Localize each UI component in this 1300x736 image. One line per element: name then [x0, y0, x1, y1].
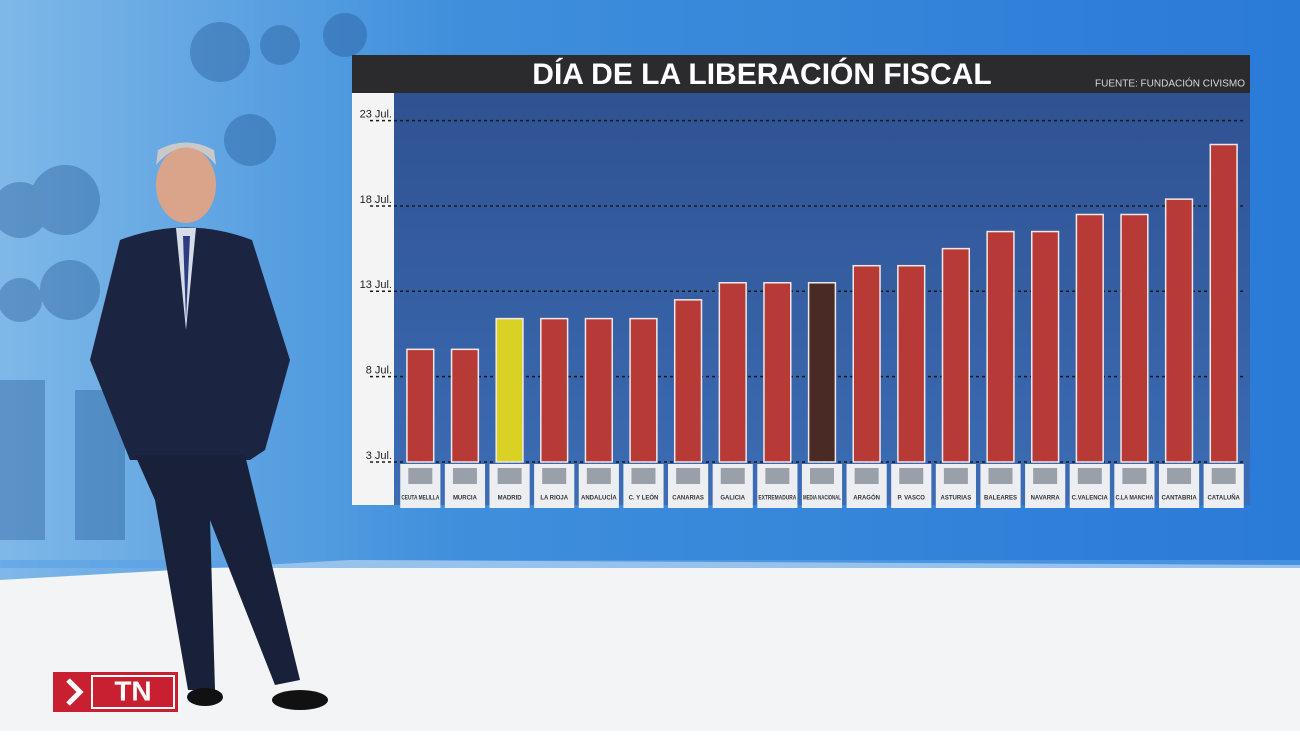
flag [408, 468, 433, 484]
bar [495, 317, 524, 463]
x-tick-label: C.VALENCIA [1072, 496, 1109, 502]
flag [631, 468, 656, 484]
bar [897, 264, 926, 463]
bar [763, 282, 792, 463]
bar [718, 282, 747, 463]
chart: 3 Jul. 8 Jul. 13 Jul. 18 Jul. 23 Jul. CEUTA M… [360, 109, 1246, 508]
x-tick-label: P. VASCO [898, 496, 926, 502]
y-tick-label: 23 Jul. [360, 109, 392, 121]
flag [943, 468, 968, 484]
y-axis-strip [352, 93, 394, 505]
bar [540, 317, 569, 463]
flag [497, 468, 522, 484]
y-tick-label: 13 Jul. [360, 279, 392, 291]
x-tick-label: ASTURIAS [941, 496, 972, 502]
title-bar [352, 55, 1250, 93]
flag [1033, 468, 1058, 484]
bar [1120, 213, 1149, 463]
x-tick-label: C.LA MANCHA [1115, 496, 1154, 502]
bar [1075, 213, 1104, 463]
x-tick-label: NAVARRA [1031, 496, 1061, 502]
coins [0, 13, 367, 540]
bar [584, 317, 613, 463]
x-tick-label: CEUTA MELILLA [401, 496, 439, 502]
bar [629, 317, 658, 463]
bar [673, 299, 703, 463]
source: FUENTE: FUNDACIÓN CIVISMO [1095, 77, 1245, 90]
chart-panel [352, 55, 1250, 505]
bar [1164, 198, 1194, 463]
y-tick-label: 18 Jul. [360, 194, 392, 206]
flag [1122, 468, 1147, 484]
flag [765, 468, 790, 484]
flag [854, 468, 879, 484]
flag [586, 468, 611, 484]
x-tick-label: ARAGÓN [853, 494, 880, 502]
x-tick-label: MADRID [498, 496, 523, 502]
x-tick-label: LA RIOJA [540, 496, 568, 502]
flag [810, 468, 834, 484]
x-tick-label: EXTREMADURA [758, 496, 796, 502]
y-tick-label: 8 Jul. [366, 365, 392, 377]
bar [986, 230, 1015, 463]
x-tick-label: BALEARES [984, 496, 1017, 502]
y-tick-label: 3 Jul. [366, 450, 392, 462]
bar [941, 247, 971, 463]
flag [452, 468, 477, 484]
flag [899, 468, 924, 484]
x-tick-label: C. Y LEÓN [629, 494, 659, 502]
x-tick-label: GALICIA [720, 496, 745, 502]
flag [720, 468, 745, 484]
bar [450, 348, 480, 463]
logo-arrow [66, 678, 84, 706]
chart-title: DÍA DE LA LIBERACIÓN FISCAL [532, 57, 991, 91]
flag [1077, 468, 1102, 484]
x-tick-label: ANDALUCÍA [581, 494, 617, 502]
x-tick-label: CANTABRIA [1161, 496, 1197, 502]
flag [542, 468, 567, 484]
logo-frame [91, 675, 175, 709]
bar [1209, 143, 1238, 463]
flag [1167, 468, 1192, 484]
bar [852, 264, 881, 463]
bar [1031, 230, 1060, 463]
wall-edge [0, 560, 1300, 568]
flag [1211, 468, 1236, 484]
x-tick-label: CANARIAS [672, 496, 704, 502]
logo-box [53, 672, 178, 712]
flag [988, 468, 1013, 484]
bar [807, 282, 837, 463]
flag [676, 468, 701, 484]
x-tick-label: MURCIA [453, 496, 478, 502]
logo: TN [114, 675, 151, 706]
bar [406, 348, 435, 463]
x-tick-label: CATALUÑA [1207, 495, 1240, 502]
presenter [90, 142, 328, 710]
x-tick-label: MEDIA NACIONAL [803, 496, 841, 502]
